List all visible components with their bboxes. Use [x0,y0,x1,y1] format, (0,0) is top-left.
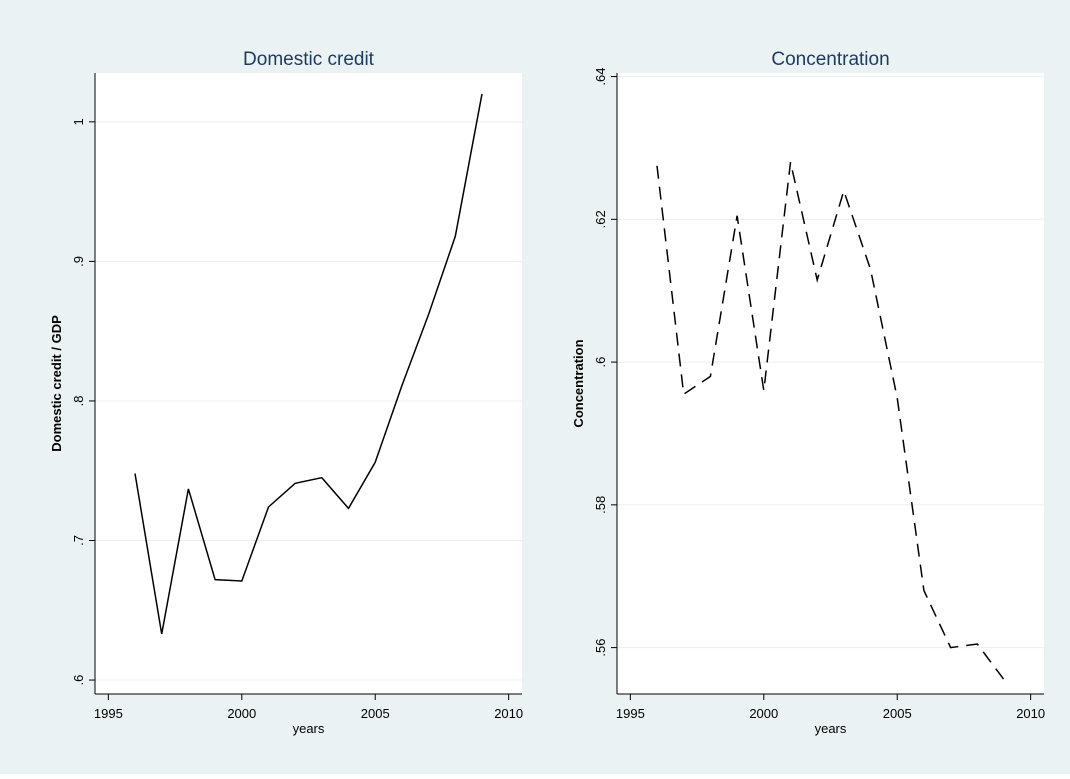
panel-2-y-tick-label: .62 [593,210,608,228]
panel-1-y-tick-label: .6 [71,675,86,686]
panel-1-y-axis-label: Domestic credit / GDP [49,315,64,452]
panel-2-plot-area [617,73,1044,694]
panel-2-y-tick-label: .56 [593,639,608,657]
panel-1-x-tick-label: 2000 [227,706,256,721]
panel-1-x-tick-label: 2005 [361,706,390,721]
panel-2-chart-title: Concentration [771,49,889,70]
panel-1-chart-title: Domestic credit [243,49,375,70]
panel-1-y-tick-label: .8 [71,396,86,407]
panel-2-x-axis-label: years [815,721,847,736]
panel-1-x-tick-label: 2010 [494,706,523,721]
panel-2-x-tick-label: 1995 [616,706,645,721]
panel-2-x-tick-label: 2010 [1016,706,1045,721]
panel-1-plot-area [95,73,522,694]
panel-1-y-tick-label: .7 [71,535,86,546]
panel-1-x-axis-label: years [293,721,325,736]
panel-1-y-tick-label: 1 [71,118,86,125]
panel-1-x-tick-label: 1995 [94,706,123,721]
panel-2-y-tick-label: .64 [593,68,608,86]
panel-2-y-axis-label: Concentration [571,339,586,427]
panel-1-y-tick-label: .9 [71,256,86,267]
panel-1-series-line [134,93,483,635]
panel-2-x-tick-label: 2000 [749,706,778,721]
panel-2-y-tick-label: .58 [593,496,608,514]
panel-2-x-tick-label: 2005 [883,706,912,721]
panel-2-series-line [656,162,1005,681]
panel-2-y-tick-label: .6 [593,357,608,368]
